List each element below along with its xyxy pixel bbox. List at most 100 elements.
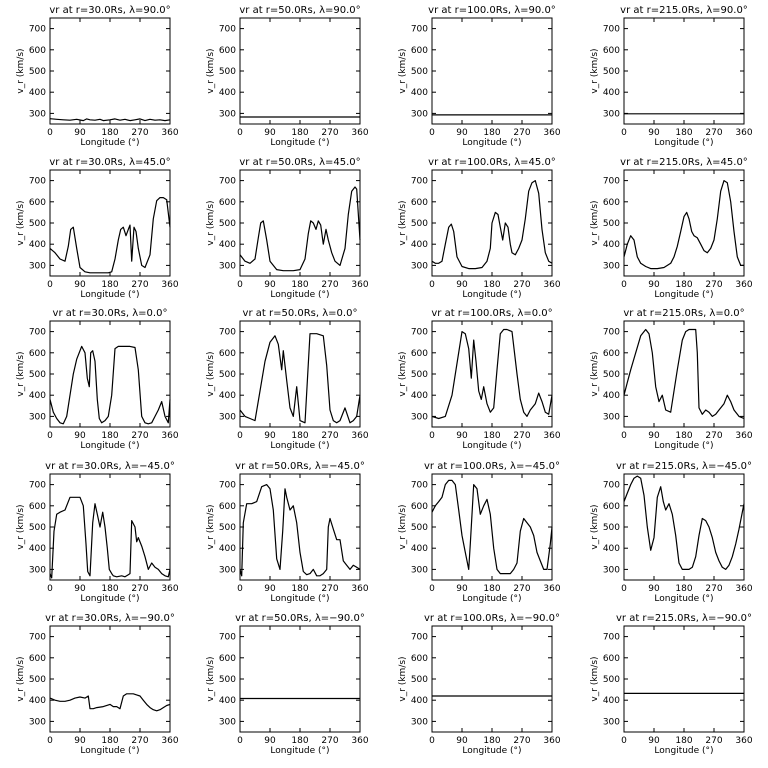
panel-r1-c1-xtick-label-0: 0 — [237, 280, 243, 290]
panel-r1-c1-title: vr at r=50.0Rs, λ=45.0° — [239, 157, 360, 168]
panel-r4-c2-xtick-label-90: 90 — [456, 736, 468, 746]
panel-r2-c2-xtick-label-0: 0 — [429, 431, 435, 441]
panel-r4-c1-ytick-label-500: 500 — [219, 675, 236, 685]
panel-r1-c2-ytick-label-300: 300 — [411, 261, 428, 271]
panel-r4-c0-xlabel: Longitude (°) — [80, 746, 139, 756]
panel-r1-c2-xtick-label-180: 180 — [483, 280, 500, 290]
panel-r0-c1-ytick-label-500: 500 — [219, 67, 236, 77]
panel-r4-c0-ytick-label-500: 500 — [29, 675, 46, 685]
panel-r0-c0-ytick-label-300: 300 — [29, 109, 46, 119]
panel-r3-c3-xtick-label-180: 180 — [675, 584, 692, 594]
panel-r2-c3-xtick-label-360: 360 — [735, 431, 752, 441]
panel-r3-c1-ylabel: v_r (km/s) — [206, 504, 216, 549]
panel-r0-c0-ytick-label-600: 600 — [29, 46, 46, 56]
panel-r4-c3-ylabel: v_r (km/s) — [590, 656, 600, 701]
panel-r4-c1-xtick-label-0: 0 — [237, 736, 243, 746]
panel-r4-c1-ytick-label-700: 700 — [219, 633, 236, 643]
panel-r4-c3-ytick-label-700: 700 — [603, 633, 620, 643]
panel-r3-c1-xtick-label-360: 360 — [351, 584, 368, 594]
panel-r2-c3-xtick-label-0: 0 — [621, 431, 627, 441]
panel-r4-c1-title: vr at r=50.0Rs, λ=−90.0° — [235, 613, 365, 624]
panel-r0-c1-xtick-label-90: 90 — [264, 128, 276, 138]
panel-r2-c2-ytick-label-600: 600 — [411, 349, 428, 359]
panel-r1-c3-title: vr at r=215.0Rs, λ=45.0° — [620, 157, 748, 168]
panel-r1-c3-ytick-label-500: 500 — [603, 219, 620, 229]
panel-r1-c2-xlabel: Longitude (°) — [462, 290, 521, 300]
panel-r2-c2-ytick-label-300: 300 — [411, 412, 428, 422]
panel-r1-c0-ylabel: v_r (km/s) — [16, 200, 26, 245]
panel-r2-c1-xlabel: Longitude (°) — [270, 441, 329, 451]
panel-r0-c2-xtick-label-90: 90 — [456, 128, 468, 138]
panel-r2-c3-title: vr at r=215.0Rs, λ=0.0° — [623, 308, 744, 319]
panel-r1-c1-xtick-label-90: 90 — [264, 280, 276, 290]
panel-r4-c1-xtick-label-180: 180 — [291, 736, 308, 746]
panel-r4-c1-xtick-label-270: 270 — [321, 736, 338, 746]
panel-r1-c0-series-line — [49, 197, 171, 274]
panel-r0-c0-xtick-label-180: 180 — [101, 128, 118, 138]
panel-r0-c3-ytick-label-700: 700 — [603, 25, 620, 35]
panel-r3-c0-xtick-label-0: 0 — [47, 584, 53, 594]
panel-r3-c2-ytick-label-400: 400 — [411, 544, 428, 554]
panel-r0-c2-title: vr at r=100.0Rs, λ=90.0° — [428, 5, 556, 16]
panel-r4-c0-ytick-label-400: 400 — [29, 696, 46, 706]
panel-r1-c3-xtick-label-90: 90 — [648, 280, 660, 290]
panel-r0-c0-xtick-label-270: 270 — [131, 128, 148, 138]
panel-r2-c3-xtick-label-270: 270 — [705, 431, 722, 441]
panel-r0-c3-ytick-label-600: 600 — [603, 46, 620, 56]
panel-r0-c3-xtick-label-90: 90 — [648, 128, 660, 138]
panel-r1-c2-ylabel: v_r (km/s) — [398, 200, 408, 245]
panel-r3-c2-ytick-label-600: 600 — [411, 502, 428, 512]
panel-r3-c3-ytick-label-300: 300 — [603, 565, 620, 575]
panel-r3-c0-xtick-label-360: 360 — [161, 584, 178, 594]
panel-r1-c0-title: vr at r=30.0Rs, λ=45.0° — [49, 157, 170, 168]
panel-r4-c1-xlabel: Longitude (°) — [270, 746, 329, 756]
panel-r3-c1-xtick-label-180: 180 — [291, 584, 308, 594]
panel-r3-c1-ytick-label-700: 700 — [219, 481, 236, 491]
panel-r3-c2-ytick-label-500: 500 — [411, 523, 428, 533]
panel-r1-c0-xtick-label-90: 90 — [74, 280, 86, 290]
panel-r3-c1-ytick-label-600: 600 — [219, 502, 236, 512]
panel-r2-c1-xtick-label-90: 90 — [264, 431, 276, 441]
panel-r3-c1-xlabel: Longitude (°) — [270, 594, 329, 604]
panel-r4-c0-ylabel: v_r (km/s) — [16, 656, 26, 701]
panel-r1-c1-ytick-label-400: 400 — [219, 240, 236, 250]
panel-r3-c1-series-line — [239, 484, 361, 577]
panel-r1-c2-xtick-label-270: 270 — [513, 280, 530, 290]
panel-r3-c1-xtick-label-90: 90 — [264, 584, 276, 594]
panel-r3-c2-title: vr at r=100.0Rs, λ=−45.0° — [424, 461, 560, 472]
panel-r0-c3-title: vr at r=215.0Rs, λ=90.0° — [620, 5, 748, 16]
panel-r4-c3-xtick-label-180: 180 — [675, 736, 692, 746]
panel-r2-c0-ytick-label-700: 700 — [29, 328, 46, 338]
panel-r0-c2-ytick-label-300: 300 — [411, 109, 428, 119]
panel-r1-c1-series-line — [239, 186, 361, 272]
panel-r2-c0-ylabel: v_r (km/s) — [16, 351, 26, 396]
panel-r3-c2-xtick-label-180: 180 — [483, 584, 500, 594]
panel-r4-c3-ytick-label-600: 600 — [603, 654, 620, 664]
panel-r0-c2-frame — [431, 17, 553, 125]
panel-r3-c2-ytick-label-300: 300 — [411, 565, 428, 575]
panel-r4-c2-ylabel: v_r (km/s) — [398, 656, 408, 701]
panel-r4-c0-ytick-label-600: 600 — [29, 654, 46, 664]
panel-r0-c1-ytick-label-600: 600 — [219, 46, 236, 56]
panel-r1-c1-xlabel: Longitude (°) — [270, 290, 329, 300]
panel-r0-c1-xtick-label-270: 270 — [321, 128, 338, 138]
panel-r1-c3-xtick-label-360: 360 — [735, 280, 752, 290]
panel-r1-c0-ytick-label-300: 300 — [29, 261, 46, 271]
panel-r4-c0-xtick-label-0: 0 — [47, 736, 53, 746]
panel-r3-c3-ytick-label-400: 400 — [603, 544, 620, 554]
panel-r0-c0-xlabel: Longitude (°) — [80, 138, 139, 148]
panel-r0-c0-ytick-label-700: 700 — [29, 25, 46, 35]
panel-r2-c3-xtick-label-180: 180 — [675, 431, 692, 441]
panel-r0-c2-xtick-label-270: 270 — [513, 128, 530, 138]
panel-r4-c0-frame — [49, 625, 171, 733]
panel-r2-c0-xtick-label-0: 0 — [47, 431, 53, 441]
panel-r0-c1-xtick-label-180: 180 — [291, 128, 308, 138]
panel-r0-c3-ytick-label-400: 400 — [603, 88, 620, 98]
panel-r0-c3-ytick-label-500: 500 — [603, 67, 620, 77]
panel-r1-c3-xtick-label-180: 180 — [675, 280, 692, 290]
panel-r4-c2-ytick-label-600: 600 — [411, 654, 428, 664]
panel-r0-c1-ytick-label-700: 700 — [219, 25, 236, 35]
panel-r0-c1-title: vr at r=50.0Rs, λ=90.0° — [239, 5, 360, 16]
panel-r2-c3-ytick-label-300: 300 — [603, 412, 620, 422]
panel-r3-c0-ytick-label-500: 500 — [29, 523, 46, 533]
